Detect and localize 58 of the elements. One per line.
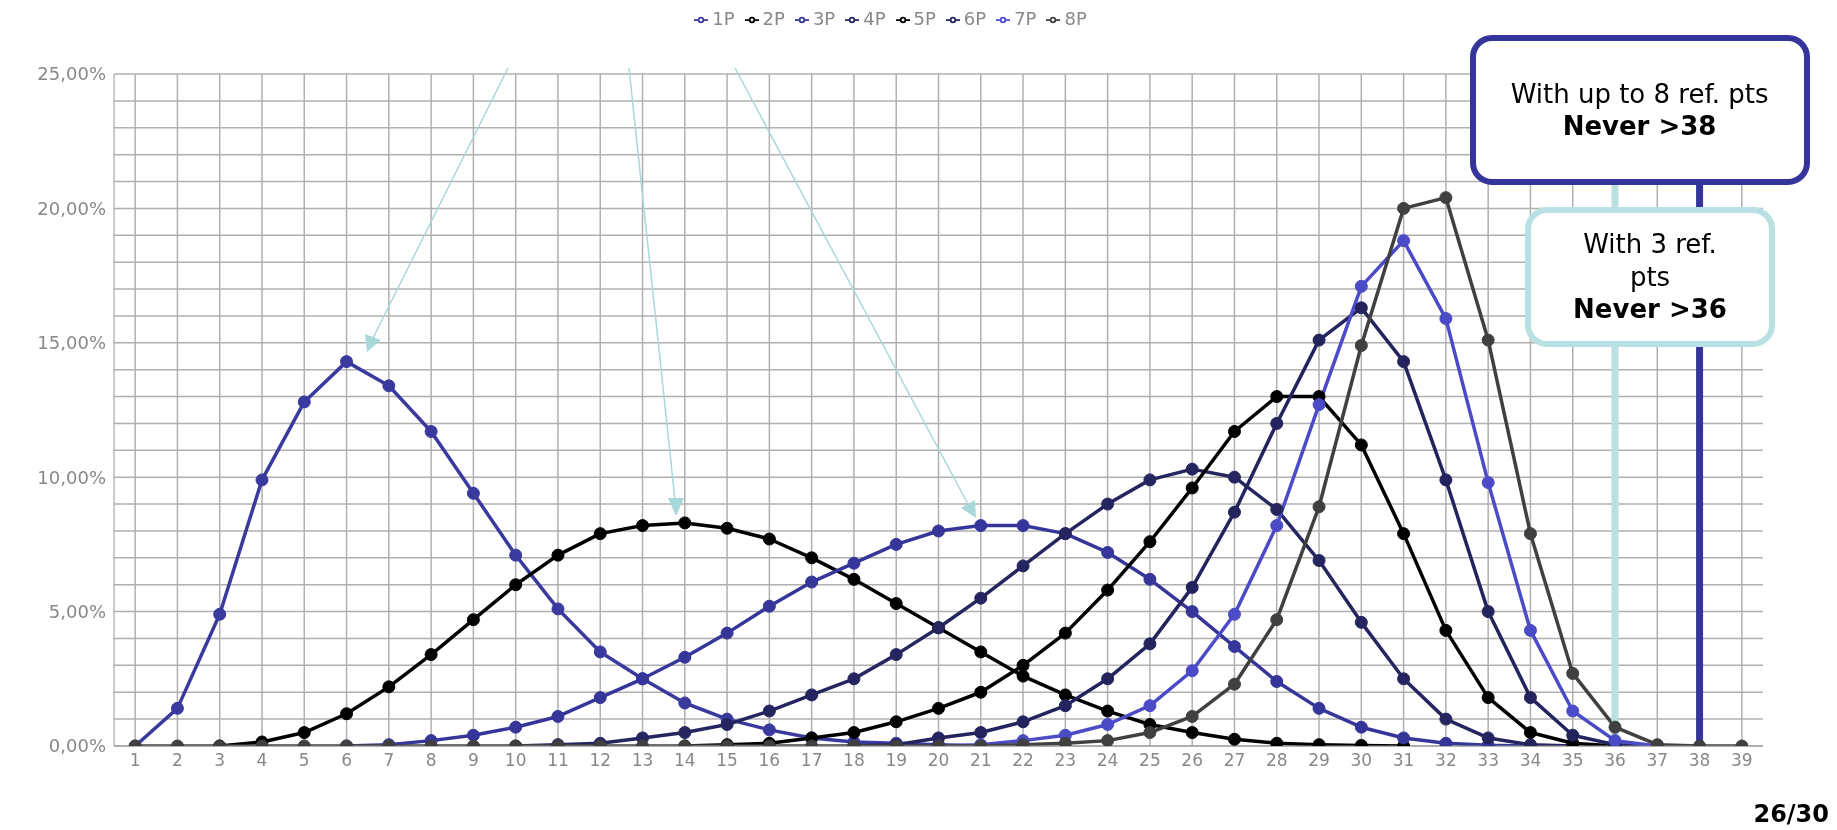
- y-tick-label: 0,00%: [48, 735, 106, 757]
- y-tick-label: 10,00%: [37, 466, 106, 488]
- x-tick-label: 15: [716, 750, 738, 771]
- ref-line-label: With 3 ref. pts Never >36: [1572, 228, 1728, 326]
- x-tick-label: 26: [1181, 750, 1204, 771]
- x-tick-label: 16: [758, 750, 781, 771]
- x-tick-label: 25: [1139, 750, 1161, 771]
- x-tick-label: 37: [1646, 750, 1669, 771]
- callout-box: With up to 8 ref. pts Never >38: [1469, 35, 1810, 185]
- callout-box: With 3 ref. pts Never >36: [1525, 207, 1775, 347]
- x-tick-label: 28: [1265, 750, 1288, 771]
- x-tick-label: 1: [129, 750, 141, 771]
- legend-label: 2P: [762, 8, 785, 29]
- legend-label: 7P: [1014, 8, 1037, 29]
- x-tick-label: 35: [1561, 750, 1584, 771]
- x-tick-label: 32: [1435, 750, 1457, 771]
- legend-label: 8P: [1064, 8, 1087, 29]
- legend-label: 3P: [812, 8, 836, 29]
- x-tick-label: 39: [1731, 750, 1753, 771]
- x-tick-label: 33: [1477, 750, 1499, 771]
- x-tick-label: 4: [256, 750, 268, 771]
- x-tick-label: 17: [800, 750, 823, 771]
- x-tick-label: 34: [1519, 750, 1542, 771]
- x-tick-label: 38: [1688, 750, 1711, 771]
- x-tick-label: 10: [504, 750, 527, 771]
- x-tick-label: 20: [927, 750, 950, 771]
- x-tick-label: 29: [1308, 750, 1330, 771]
- x-tick-label: 14: [673, 750, 696, 771]
- x-tick-label: 12: [589, 750, 612, 771]
- x-tick-label: 23: [1054, 750, 1077, 771]
- x-tick-label: 5: [298, 750, 310, 771]
- x-tick-label: 11: [547, 750, 569, 771]
- x-tick-label: 3: [214, 750, 226, 771]
- x-tick-label: 19: [885, 750, 908, 771]
- x-tick-label: 2: [172, 750, 183, 771]
- y-tick-label: 15,00%: [37, 332, 106, 354]
- y-tick-label: 5,00%: [48, 600, 106, 622]
- legend-label: 6P: [963, 8, 987, 29]
- x-tick-label: 30: [1350, 750, 1373, 771]
- y-tick-label: 25,00%: [37, 63, 106, 85]
- legend-label: 4P: [863, 8, 886, 29]
- x-tick-label: 9: [467, 750, 479, 771]
- legend-label: 1P: [712, 8, 735, 29]
- x-tick-label: 7: [383, 750, 395, 771]
- x-tick-label: 6: [341, 750, 352, 771]
- x-tick-label: 36: [1604, 750, 1626, 771]
- ref-line-label: With up to 8 ref. pts Never >38: [1510, 77, 1769, 143]
- legend-label: 5P: [913, 8, 936, 29]
- x-tick-label: 21: [969, 750, 992, 771]
- x-tick-label: 24: [1096, 750, 1119, 771]
- y-tick-label: 20,00%: [37, 197, 106, 219]
- x-tick-label: 27: [1223, 750, 1246, 771]
- x-tick-label: 13: [631, 750, 654, 771]
- x-tick-label: 18: [843, 750, 865, 771]
- x-tick-label: 22: [1012, 750, 1034, 771]
- x-tick-label: 31: [1392, 750, 1415, 771]
- text: 26/30: [1753, 800, 1829, 828]
- x-tick-label: 8: [425, 750, 437, 771]
